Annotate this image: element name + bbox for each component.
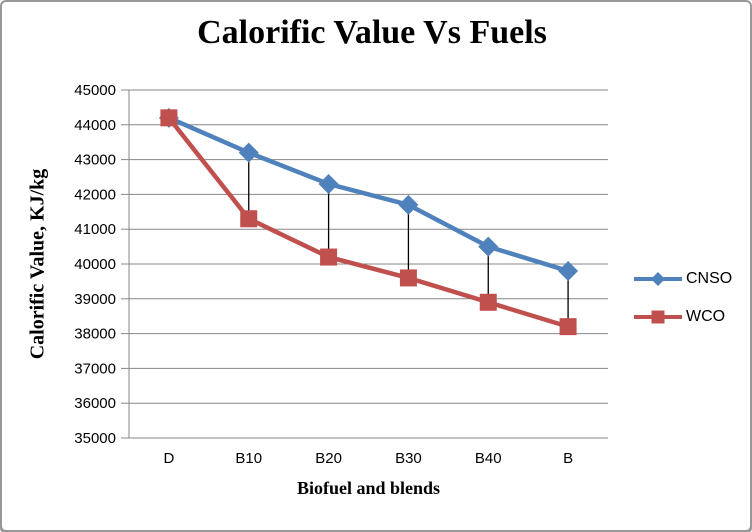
legend: CNSO WCO [632,268,732,344]
y-tick-label: 43000 [74,152,116,169]
marker-square [559,318,577,336]
legend-label: WCO [686,308,726,325]
y-tick-label: 36000 [74,395,116,412]
y-axis-title: Calorific Value, KJ/kg [26,168,49,360]
legend-item-wco: WCO [632,306,732,328]
x-category-label: B40 [475,450,502,467]
marker-diamond [478,236,499,257]
marker-square [160,109,178,127]
legend-item-cnso: CNSO [632,268,732,290]
x-category-label: B30 [395,450,422,467]
x-category-label: D [163,450,174,467]
legend-label: CNSO [686,270,733,287]
marker-square [240,210,258,228]
y-tick-label: 39000 [74,291,116,308]
series-line-wco [166,115,571,329]
marker-diamond [238,142,259,163]
y-tick-label: 44000 [74,117,116,134]
y-tick-label: 40000 [74,256,116,273]
x-category-label: B [563,450,573,467]
x-category-label: B10 [235,450,262,467]
series-line-cnso [166,115,571,274]
x-axis-title: Biofuel and blends [296,478,441,498]
diamond-marker-icon [634,272,682,286]
marker-square [479,293,497,311]
x-category-label: B20 [315,450,342,467]
y-tick-label: 42000 [74,186,116,203]
chart-title: Calorific Value Vs Fuels [197,14,547,51]
marker-diamond [318,173,339,194]
y-tick-label: 41000 [74,221,116,238]
y-tick-label: 35000 [74,430,116,447]
marker-square [399,269,417,287]
marker-square [320,248,338,266]
marker-diamond [558,260,579,281]
y-tick-label: 38000 [74,326,116,343]
square-marker-icon [634,310,682,324]
marker-diamond [398,194,419,215]
y-tick-label: 45000 [74,82,116,99]
y-tick-label: 37000 [74,360,116,377]
